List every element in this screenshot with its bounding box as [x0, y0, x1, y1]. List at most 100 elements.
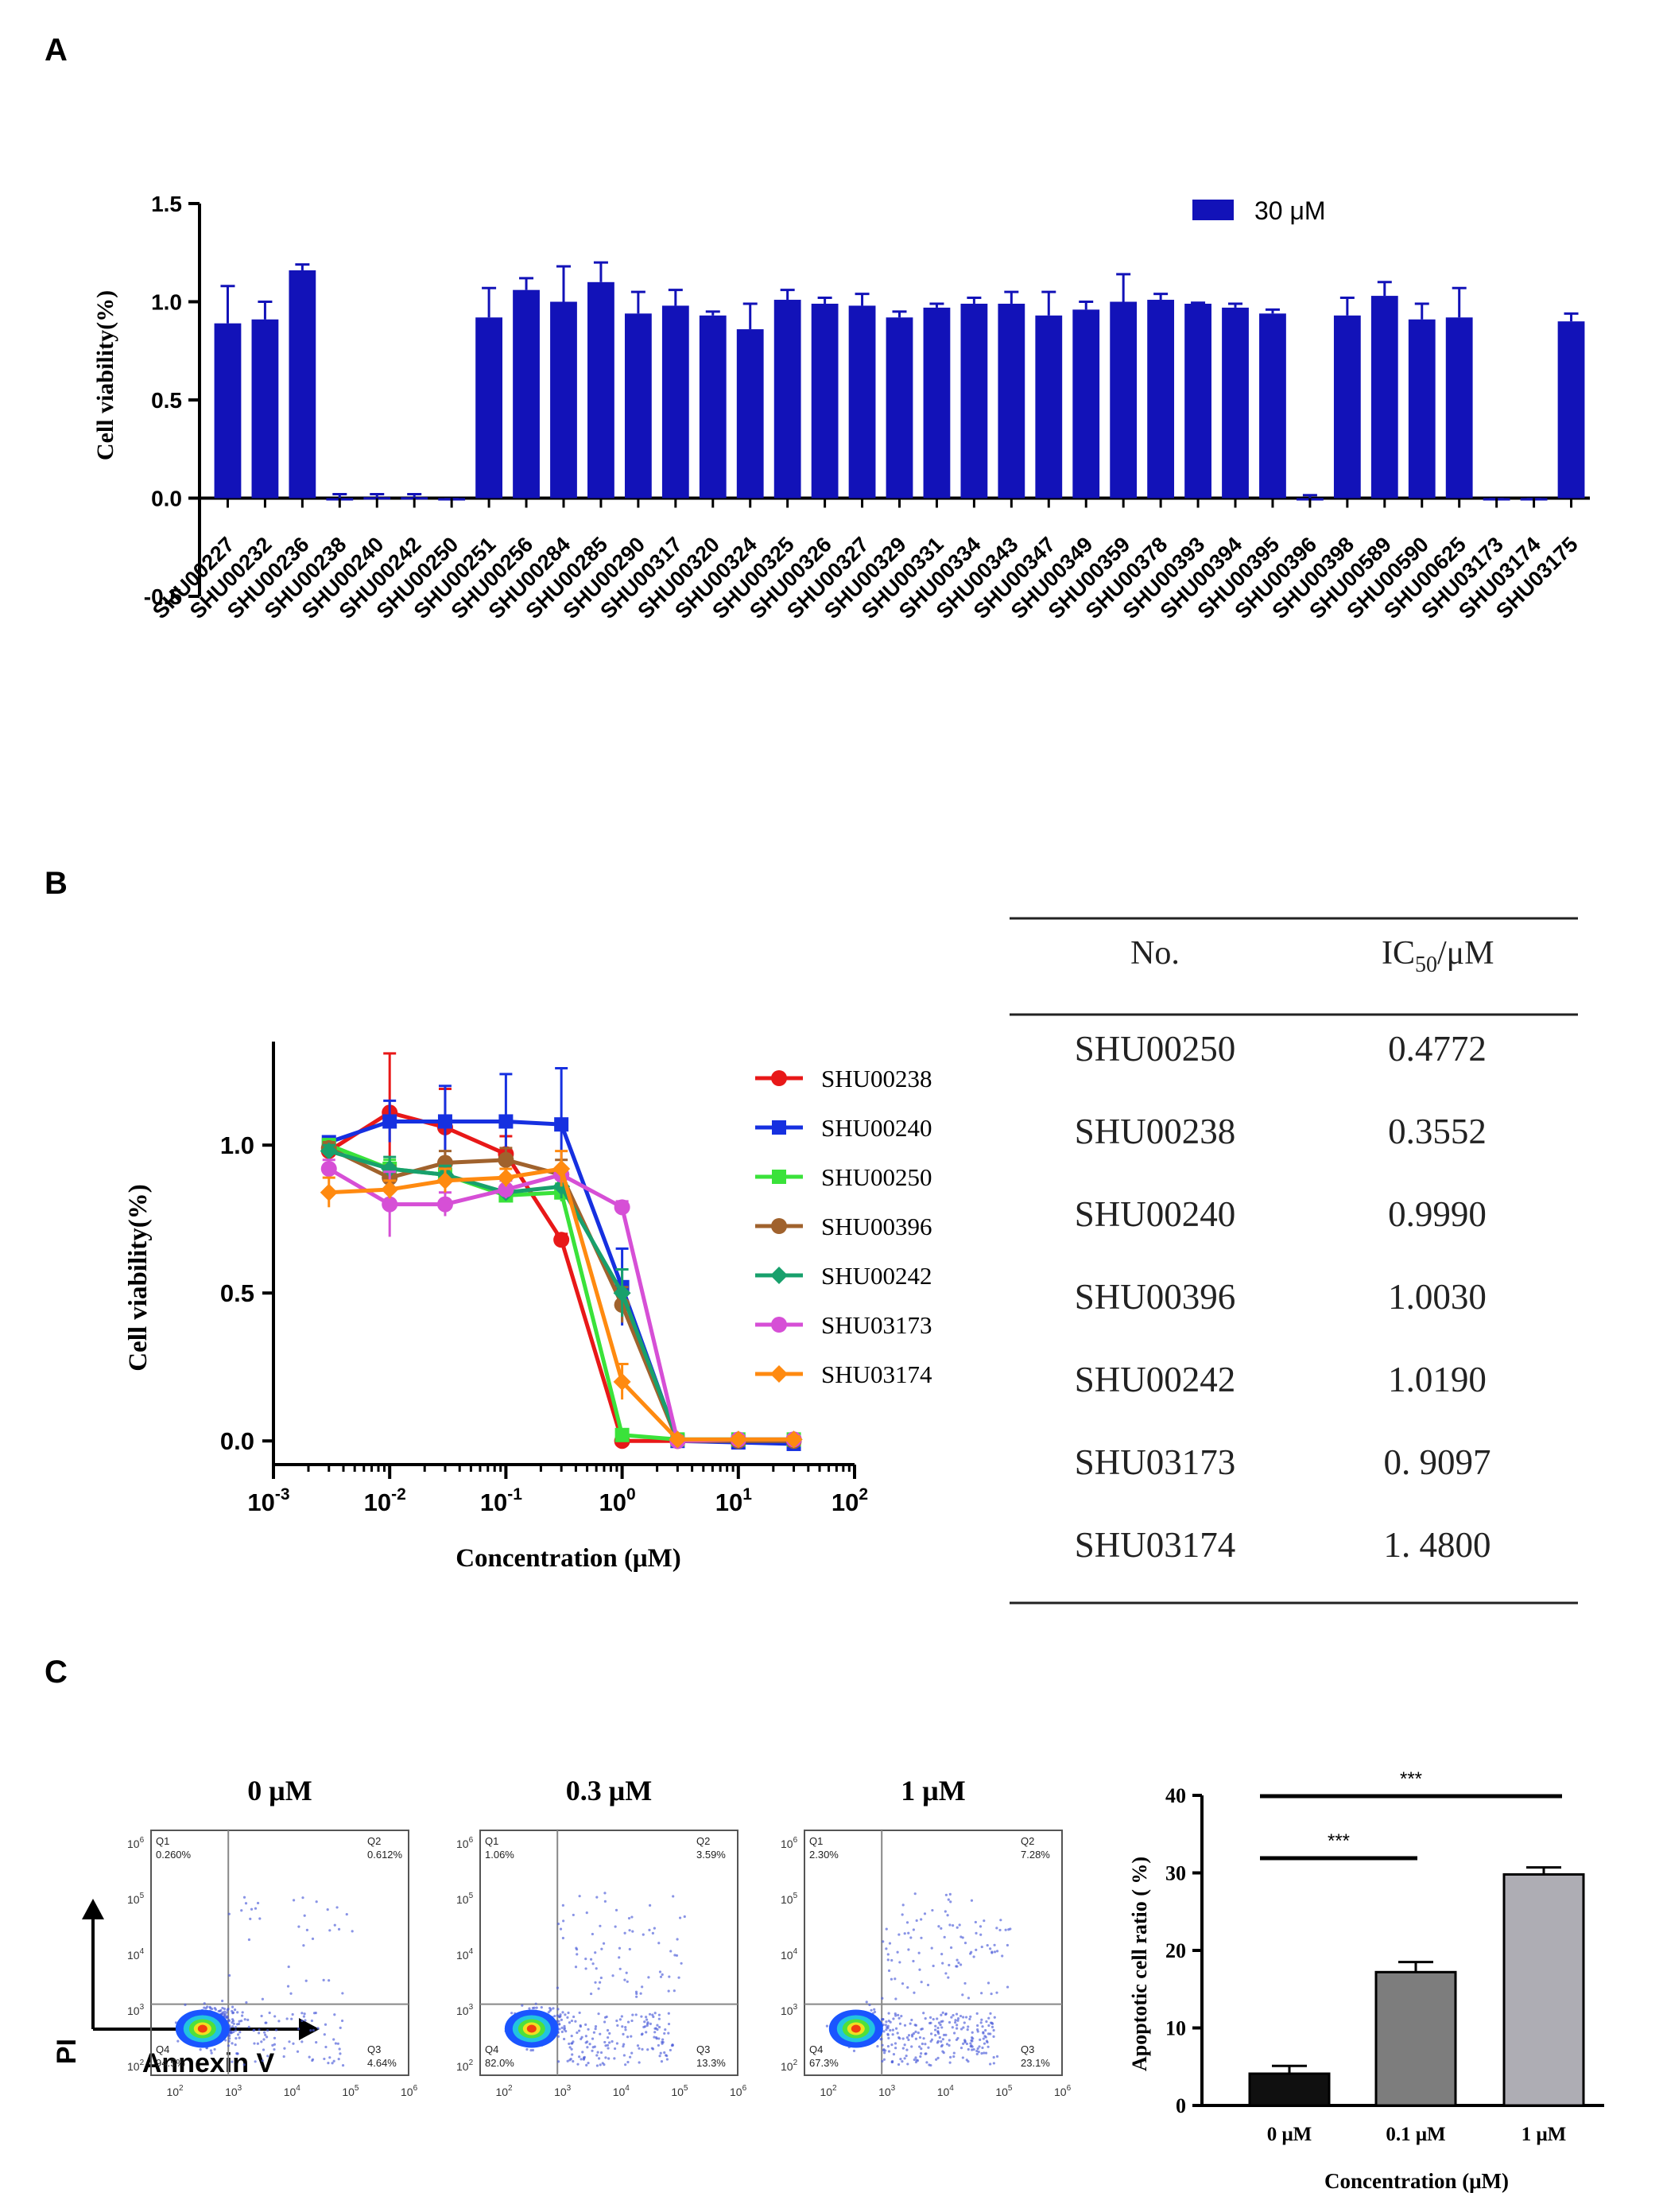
flow-event-dot — [304, 1979, 308, 1982]
flow-event-dot — [663, 2051, 666, 2055]
flow-event-dot — [669, 2048, 672, 2052]
flow-event-dot — [1006, 1985, 1010, 1989]
flow-event-dot — [993, 2016, 996, 2019]
flow-event-dot — [242, 2063, 246, 2066]
flow-event-dot — [974, 1920, 977, 1924]
flow-event-dot — [308, 2055, 311, 2059]
flow-quadrant-label: Q1 — [485, 1835, 498, 1847]
flow-event-dot — [303, 2012, 306, 2016]
chart-b-marker — [382, 1196, 398, 1213]
flow-event-dot — [984, 2035, 987, 2039]
flow-event-dot — [339, 2052, 342, 2055]
flow-event-dot — [351, 1930, 354, 1933]
flow-event-dot — [651, 1931, 654, 1935]
flow-event-dot — [982, 2031, 985, 2034]
flow-event-dot — [896, 1950, 899, 1954]
flow-event-dot — [901, 1903, 905, 1907]
flow-event-dot — [225, 2011, 228, 2014]
flow-event-dot — [631, 1930, 634, 1933]
flow-event-dot — [978, 2045, 981, 2048]
flow-event-dot — [561, 1903, 564, 1907]
chart-b-marker — [436, 1171, 454, 1189]
flow-event-dot — [949, 1946, 953, 1950]
flow-event-dot — [931, 1908, 934, 1912]
flow-event-dot — [880, 2037, 883, 2041]
flow-event-dot — [980, 2051, 983, 2055]
flow-event-dot — [975, 2052, 979, 2055]
flow-event-dot — [643, 2020, 646, 2024]
flow-event-dot — [572, 2015, 576, 2019]
flow-event-dot — [672, 1895, 675, 1898]
flow-event-dot — [980, 2018, 983, 2021]
flow-event-dot — [910, 2045, 913, 2048]
flow-event-dot — [956, 2024, 959, 2027]
flow-quadrant-percent: 82.0% — [485, 2057, 514, 2069]
chart-b-legend-label: SHU00238 — [821, 1065, 932, 1092]
flow-event-dot — [566, 2059, 569, 2063]
flow-event-dot — [917, 1951, 921, 1954]
flow-event-dot — [938, 2035, 941, 2039]
flow-event-dot — [234, 2043, 237, 2047]
chart-b-xtick-label: 101 — [715, 1485, 752, 1516]
flow-event-dot — [956, 1926, 959, 1929]
flow-event-dot — [914, 2030, 917, 2033]
chart-a-bar — [960, 303, 988, 499]
ic50-table: No. IC50/μM SHU00250 0.4772 SHU00238 0.3552… — [1010, 917, 1578, 1605]
flow-y-tick-label: 106 — [781, 1836, 798, 1850]
flow-event-dot — [326, 1908, 329, 1911]
chart-b-series-line — [328, 1166, 794, 1443]
flow-event-dot — [339, 2026, 342, 2029]
flow-event-dot — [885, 1927, 888, 1931]
chart-b-marker — [770, 1365, 788, 1383]
chart-a-bar — [1147, 300, 1175, 499]
flow-quadrant-label: Q1 — [156, 1835, 169, 1847]
flow-event-dot — [650, 2047, 653, 2050]
flow-event-dot — [920, 1936, 923, 1939]
flow-event-dot — [676, 1938, 679, 1941]
flow-event-dot — [923, 1912, 927, 1915]
flow-event-dot — [209, 2049, 212, 2052]
flow-event-dot — [599, 1924, 602, 1927]
flow-event-dot — [227, 2007, 230, 2011]
flow-event-dot — [606, 2043, 610, 2047]
flow-event-dot — [661, 2040, 665, 2044]
flow-event-dot — [916, 2059, 920, 2063]
flow-event-dot — [595, 1967, 598, 1970]
flow-event-dot — [980, 1945, 983, 1949]
flow-event-dot — [903, 2024, 907, 2027]
flow-event-dot — [289, 1992, 293, 1995]
flow-event-dot — [928, 2016, 932, 2019]
flow-event-dot — [658, 1970, 662, 1973]
flow-event-dot — [981, 2046, 984, 2050]
flow-event-dot — [597, 2057, 601, 2060]
flow-event-dot — [944, 1910, 947, 1913]
flow-event-dot — [993, 1943, 996, 1946]
flow-event-dot — [936, 2017, 939, 2020]
flow-event-dot — [568, 2059, 572, 2062]
flow-x-tick-label: 105 — [342, 2084, 359, 2098]
flow-event-dot — [886, 2033, 890, 2036]
flow-event-dot — [568, 2046, 572, 2049]
flow-event-dot — [989, 1947, 992, 1950]
flow-event-dot — [258, 2032, 261, 2035]
flow-x-tick-label: 103 — [225, 2084, 242, 2098]
flow-event-dot — [944, 2033, 948, 2037]
flow-event-dot — [657, 2013, 661, 2016]
flow-event-dot — [982, 2037, 985, 2040]
flow-event-dot — [556, 1923, 560, 1926]
flow-event-dot — [599, 1976, 603, 1980]
flow-quadrant-label: Q4 — [809, 2043, 823, 2055]
flow-event-dot — [328, 2056, 331, 2059]
flow-event-dot — [560, 2018, 563, 2021]
flow-event-dot — [563, 2027, 566, 2030]
flow-event-dot — [661, 1973, 664, 1976]
flow-event-dot — [961, 2056, 964, 2059]
flow-event-dot — [941, 2038, 944, 2041]
flow-event-dot — [678, 1916, 682, 1919]
chart-b-marker — [770, 1267, 788, 1284]
flow-event-dot — [310, 2019, 314, 2023]
flow-event-dot — [641, 2032, 644, 2035]
flow-event-dot — [594, 1951, 597, 1954]
flow-event-dot — [556, 2008, 560, 2011]
flow-event-dot — [995, 1950, 999, 1953]
